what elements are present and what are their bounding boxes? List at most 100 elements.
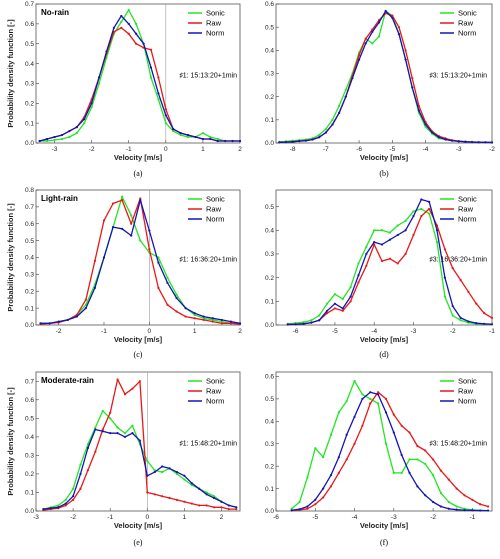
data-point-norm [420, 198, 423, 201]
data-point-sonic [94, 426, 97, 429]
x-tick-label: -4 [352, 514, 358, 521]
data-point-norm [314, 498, 317, 501]
data-point-sonic [331, 118, 334, 121]
x-tick-label: 2 [238, 328, 242, 335]
data-point-sonic [83, 122, 86, 125]
data-point-sonic [205, 491, 208, 494]
data-point-norm [175, 470, 179, 474]
data-point-norm [361, 397, 364, 401]
data-point-norm [444, 138, 447, 141]
data-point-norm [71, 495, 75, 498]
data-point-norm [111, 226, 115, 229]
panel-title: Moderate-rain [41, 376, 94, 385]
data-point-sonic [153, 469, 156, 472]
data-point-norm [333, 302, 337, 305]
data-point-norm [139, 199, 142, 202]
panel-caption: (c) [134, 350, 143, 359]
data-point-norm [397, 33, 401, 36]
y-tick-label: 0.6 [25, 21, 34, 28]
data-point-norm [439, 505, 443, 508]
y-tick-label: 0.4 [265, 227, 274, 234]
data-point-norm [470, 140, 474, 144]
data-point-sonic [338, 104, 341, 108]
data-point-norm [79, 472, 82, 476]
series-line-sonic [39, 9, 240, 142]
data-point-norm [121, 227, 124, 230]
data-point-sonic [131, 424, 134, 427]
data-point-raw [212, 506, 216, 509]
data-point-norm [463, 509, 466, 512]
x-tick-label: -1 [469, 514, 475, 521]
legend-entry-sonic: Sonic [458, 9, 477, 18]
data-point-norm [479, 509, 482, 512]
data-point-norm [467, 320, 470, 323]
data-point-sonic [377, 402, 380, 405]
data-point-sonic [220, 320, 223, 323]
data-point-raw [79, 487, 82, 490]
data-point-norm [412, 214, 415, 218]
y-tick-label: 0.0 [265, 508, 274, 515]
chart-panel-d: -6 -5 -4 -3 -2 -1 0.0 0.1 0.2 0.3 0.4 0.5 Velocity [… [265, 189, 495, 359]
data-point-raw [109, 411, 112, 414]
panel-caption: (e) [134, 538, 143, 547]
plot-frame [275, 371, 493, 512]
data-point-norm [172, 128, 175, 131]
y-axis-label: Probability density function [-] [6, 19, 15, 128]
panel-caption: (d) [379, 350, 389, 359]
data-point-sonic [139, 239, 142, 242]
data-point-norm [60, 133, 64, 137]
chart-panel-f: -6 -5 -4 -3 -2 -1 0.0 0.1 0.2 0.3 0.4 0.5 0.6 Velocit… [265, 371, 493, 547]
data-point-norm [123, 435, 127, 438]
data-point-sonic [380, 229, 384, 232]
data-point-norm [447, 507, 450, 510]
data-point-norm [431, 131, 434, 134]
data-point-raw [439, 469, 443, 472]
data-point-norm [202, 315, 205, 318]
data-point-sonic [302, 321, 305, 324]
data-point-raw [139, 197, 142, 200]
data-point-norm [284, 140, 288, 144]
data-point-raw [388, 257, 391, 260]
data-point-norm [490, 141, 494, 144]
data-point-norm [127, 22, 130, 25]
data-point-raw [130, 222, 133, 225]
x-tick-label: -2 [89, 146, 95, 153]
data-point-raw [168, 496, 171, 500]
data-point-norm [318, 319, 321, 322]
annotation-label: ♯3: 15:13:20+1min [429, 73, 487, 80]
data-point-sonic [71, 487, 75, 490]
data-point-norm [57, 506, 60, 509]
data-point-sonic [357, 262, 360, 265]
data-point-norm [477, 141, 480, 144]
data-point-sonic [75, 131, 78, 135]
y-tick-label: 0.6 [25, 397, 34, 404]
data-point-sonic [209, 135, 212, 139]
legend-entry-raw: Raw [206, 205, 222, 214]
data-point-norm [161, 465, 164, 468]
x-tick-label: -1 [126, 146, 132, 153]
data-point-raw [202, 318, 205, 322]
data-point-norm [97, 76, 101, 79]
data-point-norm [443, 276, 446, 279]
y-tick-label: 0.2 [25, 471, 34, 478]
y-tick-label: 0.7 [25, 1, 34, 8]
data-point-sonic [175, 293, 178, 296]
data-point-norm [105, 50, 108, 53]
y-tick-label: 0.0 [25, 322, 34, 329]
data-point-raw [121, 199, 124, 202]
data-point-norm [166, 281, 169, 284]
x-tick-label: 1 [183, 514, 187, 521]
data-point-norm [286, 323, 289, 326]
data-point-norm [224, 139, 227, 143]
data-point-raw [120, 26, 123, 29]
data-point-sonic [149, 76, 153, 79]
data-point-sonic [79, 463, 82, 466]
data-point-raw [157, 76, 160, 79]
data-point-raw [400, 424, 403, 427]
annotation-label: ♯1: 15:13:20+1min [179, 73, 237, 80]
data-point-norm [357, 58, 361, 61]
y-tick-label: 0.0 [25, 508, 34, 515]
data-point-raw [404, 252, 407, 256]
x-tick-label: 2 [238, 146, 242, 153]
